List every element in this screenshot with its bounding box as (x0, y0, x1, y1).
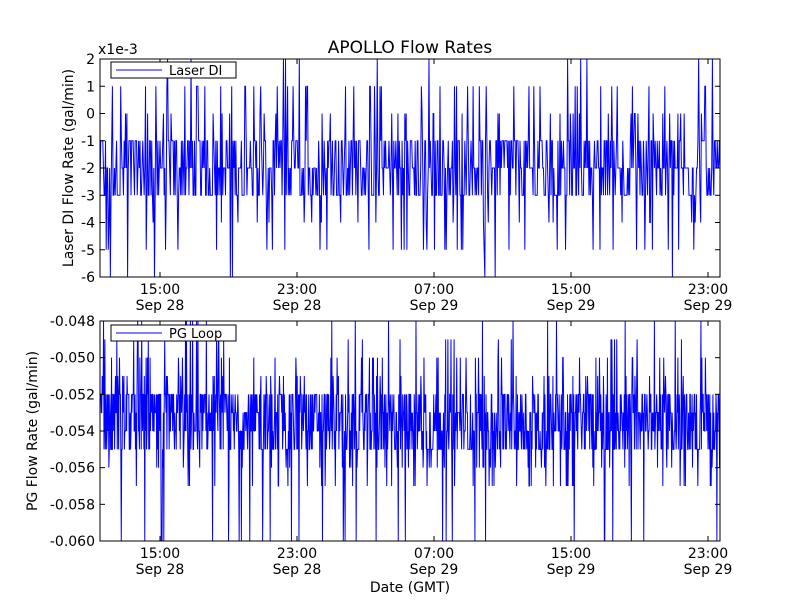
x-tick-label-time: 15:00 (551, 546, 591, 562)
y-tick-label: -0.056 (50, 461, 95, 477)
panel-pg-loop: PG Flow Rate (gal/min) -0.048 -0.050 -0.05… (25, 314, 732, 578)
y-tick-label: 2 (86, 52, 95, 68)
x-tick-label-date: Sep 28 (136, 562, 185, 578)
y-tick-label: -0.052 (50, 387, 95, 403)
y-tick-label: 1 (86, 79, 95, 95)
x-tick-label-date: Sep 29 (547, 562, 596, 578)
x-tick-label-date: Sep 29 (410, 562, 459, 578)
x-tick-label-time: 15:00 (140, 546, 180, 562)
y-multiplier-label: x1e-3 (98, 42, 138, 58)
y-ticks-laser-di: 2 1 0 -1 -2 -3 -4 -5 -6 (81, 52, 720, 286)
x-tick-label-date: Sep 29 (410, 298, 459, 314)
y-tick-label: -0.060 (50, 534, 95, 550)
x-axis-label: Date (GMT) (370, 580, 450, 596)
legend-laser-di: Laser DI (110, 61, 237, 79)
chart-title: APOLLO Flow Rates (328, 38, 493, 58)
legend-label-laser-di: Laser DI (169, 64, 222, 79)
x-tick-label-time: 15:00 (551, 282, 591, 298)
x-tick-label-time: 07:00 (414, 546, 454, 562)
panel-laser-di: x1e-3 Laser DI Flow Rate (gal/min) 2 1 0 -1… (61, 42, 732, 314)
plot-area-pg-loop (100, 321, 720, 541)
legend-label-pg-loop: PG Loop (169, 327, 222, 342)
legend-box-pg-loop (110, 324, 237, 342)
series-line-laser-di (100, 59, 720, 277)
y-tick-label: -1 (81, 134, 95, 150)
x-tick-label-time: 23:00 (688, 282, 728, 298)
x-tick-label-time: 23:00 (277, 282, 317, 298)
y-axis-label-laser-di: Laser DI Flow Rate (gal/min) (61, 69, 77, 267)
x-tick-label-date: Sep 28 (136, 298, 185, 314)
legend-box-laser-di (110, 61, 237, 79)
x-tick-label-date: Sep 28 (273, 562, 322, 578)
y-tick-label: -6 (81, 270, 95, 286)
x-tick-label-time: 23:00 (277, 546, 317, 562)
y-tick-label: -4 (81, 216, 95, 232)
x-tick-label-date: Sep 29 (684, 562, 733, 578)
y-axis-label-pg-loop: PG Flow Rate (gal/min) (25, 351, 41, 511)
plot-area-laser-di (100, 59, 720, 277)
y-tick-label: -2 (81, 161, 95, 177)
y-tick-label: -0.058 (50, 497, 95, 513)
x-tick-label-time: 15:00 (140, 282, 180, 298)
series-line-pg-loop (100, 321, 720, 541)
x-tick-label-time: 23:00 (688, 546, 728, 562)
y-ticks-pg-loop: -0.048 -0.050 -0.052 -0.054 -0.056 -0.058 -0.0… (50, 314, 720, 550)
x-tick-label-date: Sep 29 (547, 298, 596, 314)
y-tick-label: -0.048 (50, 314, 95, 330)
x-tick-label-date: Sep 29 (684, 298, 733, 314)
y-tick-label: -5 (81, 243, 95, 259)
y-tick-label: -0.054 (50, 424, 95, 440)
y-tick-label: -0.050 (50, 351, 95, 367)
y-tick-label: 0 (86, 107, 95, 123)
legend-pg-loop: PG Loop (110, 324, 237, 342)
y-tick-label: -3 (81, 188, 95, 204)
x-tick-label-time: 07:00 (414, 282, 454, 298)
x-tick-label-date: Sep 28 (273, 298, 322, 314)
